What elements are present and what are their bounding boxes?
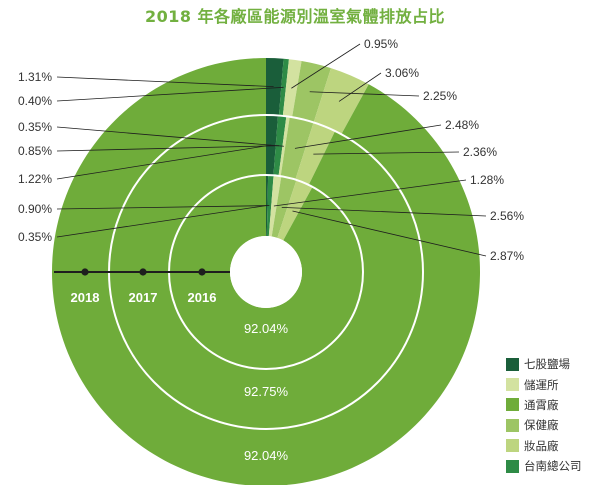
legend-item-儲運所: 儲運所 — [506, 374, 582, 394]
slice-2016-妝品廠 — [277, 179, 313, 241]
percent-label-right-6: 2.56% — [490, 209, 524, 223]
chart-title: 2018 年各廠區能源別溫室氣體排放占比 — [144, 7, 446, 26]
slice-2017-通霄廠 — [109, 115, 423, 429]
legend-swatch — [506, 439, 519, 453]
slice-2016-通霄廠 — [169, 175, 363, 369]
leader-line-left-6 — [56, 205, 267, 238]
percent-label-right-5: 1.28% — [470, 173, 504, 187]
ring-center-label-2: 92.04% — [244, 448, 289, 463]
leader-line-left-3 — [56, 145, 280, 152]
slice-2018-儲運所 — [282, 59, 302, 118]
legend-label: 妝品廠 — [524, 438, 559, 453]
legend-swatch — [506, 418, 519, 432]
legend-swatch — [506, 398, 519, 412]
percent-label-right-7: 2.87% — [490, 249, 524, 263]
percent-label-right-3: 2.48% — [445, 118, 479, 132]
percent-label-right-1: 3.06% — [385, 66, 419, 80]
donut-hole — [230, 236, 302, 308]
leader-line-right-2 — [309, 91, 420, 97]
leader-line-left-2 — [56, 126, 284, 147]
percent-label-right-0: 0.95% — [364, 37, 398, 51]
legend-label: 七股鹽場 — [524, 357, 570, 372]
legend-item-保健廠: 保健廠 — [506, 415, 582, 435]
year-label-2016: 2016 — [188, 290, 217, 305]
year-dot-2017 — [139, 268, 147, 276]
legend-swatch — [506, 459, 519, 473]
slice-2017-妝品廠 — [295, 122, 336, 185]
percent-label-left-4: 1.22% — [18, 172, 52, 186]
legend-item-台南總公司: 台南總公司 — [506, 456, 582, 476]
year-label-2018: 2018 — [71, 290, 100, 305]
legend-item-妝品廠: 妝品廠 — [506, 436, 582, 456]
percent-label-left-5: 0.90% — [18, 202, 52, 216]
legend-label: 通霄廠 — [524, 397, 559, 412]
leader-line-right-6 — [281, 206, 487, 217]
percent-label-left-2: 0.35% — [18, 120, 52, 134]
year-dot-2016 — [198, 268, 206, 276]
legend-item-通霄廠: 通霄廠 — [506, 395, 582, 415]
slice-2018-妝品廠 — [313, 68, 369, 135]
slice-2016-台南總公司 — [266, 175, 274, 237]
percent-label-left-1: 0.40% — [18, 94, 52, 108]
ring-center-label-0: 92.04% — [244, 321, 289, 336]
year-label-2017: 2017 — [129, 290, 158, 305]
leader-line-right-1 — [338, 72, 382, 102]
slice-2018-台南總公司 — [278, 58, 289, 116]
ring-center-label-1: 92.75% — [244, 384, 289, 399]
legend-swatch — [506, 378, 519, 392]
leader-line-right-4 — [313, 151, 460, 155]
leader-line-left-1 — [56, 86, 284, 102]
legend-label: 儲運所 — [524, 377, 559, 392]
percent-label-right-2: 2.25% — [423, 89, 457, 103]
legend: 七股鹽場儲運所通霄廠保健廠妝品廠台南總公司 — [506, 354, 582, 476]
slice-2018-七股鹽場 — [266, 58, 284, 116]
leader-line-right-5 — [273, 179, 467, 207]
percent-label-right-4: 2.36% — [463, 145, 497, 159]
leader-line-left-5 — [56, 205, 270, 210]
legend-item-七股鹽場: 七股鹽場 — [506, 354, 582, 374]
percent-label-left-3: 0.85% — [18, 144, 52, 158]
percent-label-left-0: 1.31% — [18, 70, 52, 84]
percent-label-left-6: 0.35% — [18, 230, 52, 244]
leader-line-left-0 — [56, 76, 274, 88]
leader-line-right-0 — [291, 43, 361, 89]
legend-swatch — [506, 357, 519, 371]
legend-label: 保健廠 — [524, 418, 559, 433]
slice-2017-儲運所 — [278, 116, 290, 177]
slice-2016-保健廠 — [271, 176, 297, 238]
year-dot-2018 — [81, 268, 89, 276]
leader-line-right-7 — [292, 210, 487, 257]
leader-line-left-4 — [56, 144, 271, 180]
leader-line-right-3 — [294, 124, 442, 149]
legend-label: 台南總公司 — [524, 459, 582, 474]
